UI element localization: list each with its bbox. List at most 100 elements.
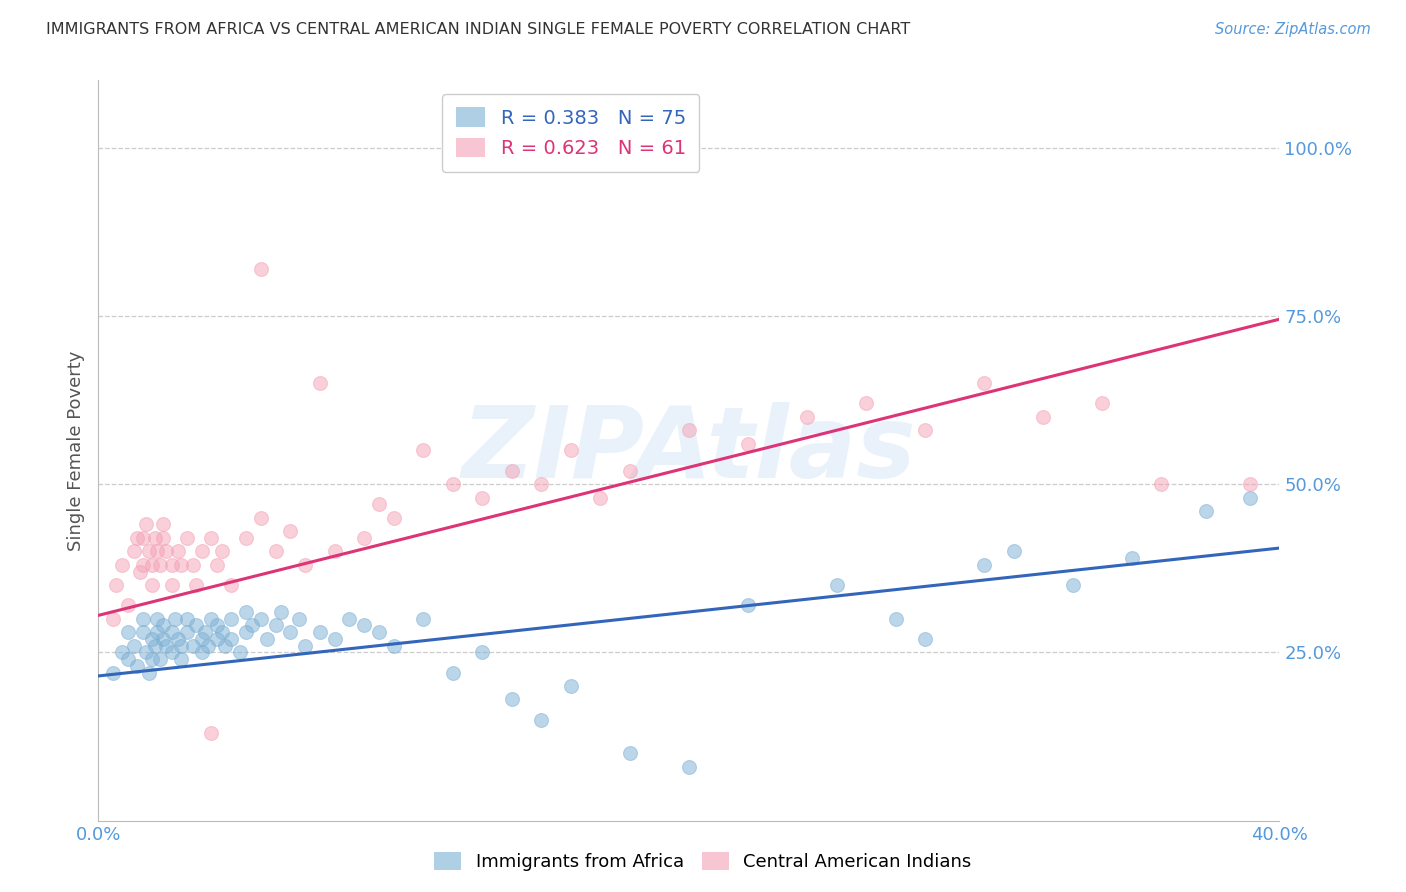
Point xyxy=(191,544,214,558)
Point xyxy=(184,618,207,632)
Point xyxy=(117,625,139,640)
Point xyxy=(132,558,155,572)
Point xyxy=(884,612,907,626)
Point xyxy=(141,558,163,572)
Point xyxy=(111,645,134,659)
Point xyxy=(205,558,228,572)
Legend: Immigrants from Africa, Central American Indians: Immigrants from Africa, Central American… xyxy=(427,845,979,879)
Point xyxy=(143,531,166,545)
Point xyxy=(309,625,332,640)
Point xyxy=(125,658,148,673)
Point xyxy=(170,639,193,653)
Point xyxy=(240,618,263,632)
Point xyxy=(170,652,193,666)
Point xyxy=(162,578,183,592)
Y-axis label: Single Female Poverty: Single Female Poverty xyxy=(66,351,84,550)
Point xyxy=(152,632,174,646)
Legend: R = 0.383   N = 75, R = 0.623   N = 61: R = 0.383 N = 75, R = 0.623 N = 61 xyxy=(443,94,699,171)
Point xyxy=(501,464,523,478)
Point xyxy=(146,625,169,640)
Point xyxy=(737,599,759,613)
Point xyxy=(441,665,464,680)
Point xyxy=(250,510,273,524)
Point xyxy=(353,531,375,545)
Point xyxy=(235,605,257,619)
Point xyxy=(501,692,523,706)
Point xyxy=(412,612,434,626)
Point xyxy=(135,645,157,659)
Point xyxy=(176,612,198,626)
Text: ZIPAtlas: ZIPAtlas xyxy=(461,402,917,499)
Point xyxy=(235,531,257,545)
Point xyxy=(155,639,177,653)
Point xyxy=(235,625,257,640)
Point xyxy=(105,578,128,592)
Point xyxy=(382,639,405,653)
Point xyxy=(825,578,848,592)
Text: IMMIGRANTS FROM AFRICA VS CENTRAL AMERICAN INDIAN SINGLE FEMALE POVERTY CORRELAT: IMMIGRANTS FROM AFRICA VS CENTRAL AMERIC… xyxy=(46,22,911,37)
Point xyxy=(200,612,222,626)
Point xyxy=(167,544,190,558)
Point xyxy=(264,618,287,632)
Point xyxy=(132,612,155,626)
Point xyxy=(143,639,166,653)
Point xyxy=(323,632,346,646)
Point xyxy=(368,625,391,640)
Point xyxy=(353,618,375,632)
Text: Source: ZipAtlas.com: Source: ZipAtlas.com xyxy=(1215,22,1371,37)
Point xyxy=(914,423,936,437)
Point xyxy=(530,477,553,491)
Point xyxy=(200,726,222,740)
Point xyxy=(122,544,145,558)
Point xyxy=(288,612,311,626)
Point xyxy=(141,652,163,666)
Point xyxy=(194,625,217,640)
Point xyxy=(280,625,302,640)
Point xyxy=(122,639,145,653)
Point xyxy=(125,531,148,545)
Point xyxy=(1239,477,1261,491)
Point xyxy=(973,558,995,572)
Point xyxy=(294,639,316,653)
Point xyxy=(1002,544,1025,558)
Point xyxy=(191,645,214,659)
Point xyxy=(796,409,818,424)
Point xyxy=(678,423,700,437)
Point xyxy=(152,618,174,632)
Point xyxy=(128,565,150,579)
Point xyxy=(162,625,183,640)
Point xyxy=(211,625,233,640)
Point xyxy=(619,464,641,478)
Point xyxy=(181,558,204,572)
Point xyxy=(256,632,278,646)
Point xyxy=(162,645,183,659)
Point xyxy=(229,645,252,659)
Point xyxy=(309,376,332,391)
Point xyxy=(250,261,273,276)
Point xyxy=(221,612,243,626)
Point xyxy=(146,612,169,626)
Point xyxy=(1091,396,1114,410)
Point xyxy=(170,558,193,572)
Point xyxy=(280,524,302,539)
Point xyxy=(1150,477,1173,491)
Point xyxy=(221,632,243,646)
Point xyxy=(205,632,228,646)
Point xyxy=(152,531,174,545)
Point xyxy=(184,578,207,592)
Point xyxy=(167,632,190,646)
Point xyxy=(1239,491,1261,505)
Point xyxy=(412,443,434,458)
Point xyxy=(117,599,139,613)
Point xyxy=(973,376,995,391)
Point xyxy=(368,497,391,511)
Point xyxy=(103,665,125,680)
Point xyxy=(141,632,163,646)
Point xyxy=(589,491,612,505)
Point xyxy=(149,558,172,572)
Point xyxy=(176,531,198,545)
Point xyxy=(211,544,233,558)
Point xyxy=(619,747,641,761)
Point xyxy=(264,544,287,558)
Point xyxy=(294,558,316,572)
